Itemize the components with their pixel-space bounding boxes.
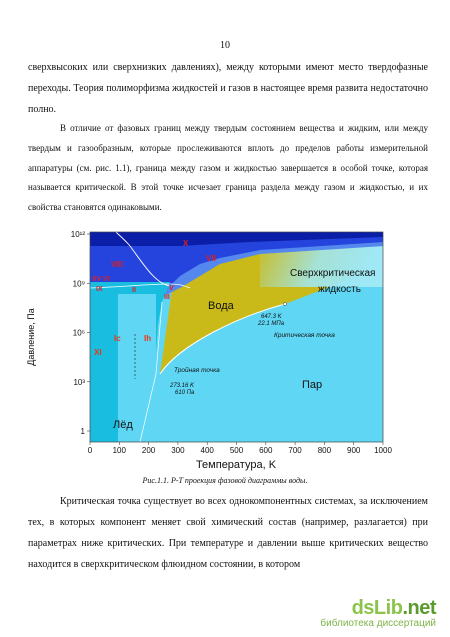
watermark-logo: dsLib.net xyxy=(351,597,437,619)
vapor-label: Пар xyxy=(302,379,322,391)
y-tick-label: 1 xyxy=(81,427,86,436)
y-tick-label: 10⁹ xyxy=(73,279,85,288)
x-tick-label: 300 xyxy=(171,446,185,455)
watermark: dsLib.net библиотека диссертаций xyxy=(320,597,436,629)
ice-label: Лёд xyxy=(113,419,133,431)
phase-label-viii: VIII xyxy=(111,260,123,269)
phase-label-ih: Ih xyxy=(144,334,151,343)
phase-label-ic: Ic xyxy=(114,334,121,343)
supercritical-label: Сверхкритическая жидкость xyxy=(290,268,375,295)
phase-boundary-curve xyxy=(115,232,171,287)
ice-ih-region xyxy=(118,294,156,442)
phase-boundary-ix xyxy=(90,283,191,289)
critical-point-marker xyxy=(283,302,287,306)
triple-point-label: Тройная точка xyxy=(174,366,220,374)
watermark-tagline: библиотека диссертаций xyxy=(320,618,436,629)
x-axis-label: Температура, K xyxy=(196,459,277,471)
phase-label-v: V xyxy=(169,285,174,292)
y-axis-label: Давление, Па xyxy=(26,308,36,365)
paragraph-continued: сверхвысоких или сверхнизких давлениях),… xyxy=(28,62,428,115)
y-tick-label: 10³ xyxy=(73,378,85,387)
y-tick-label: 10¹² xyxy=(71,230,86,239)
triple-point-values: 273.16 K 610 Па xyxy=(169,383,195,396)
x-tick-label: 900 xyxy=(347,446,361,455)
phase-label-xi: XI xyxy=(94,348,102,357)
phase-diagram-chart: 0 100 200 300 400 500 600 700 800 900 1000 1 10³ 10⁶… xyxy=(26,230,392,471)
phase-label-ix: IX xyxy=(96,286,103,293)
high-pressure-top-band xyxy=(90,232,383,246)
x-tick-label: 200 xyxy=(142,446,156,455)
phase-label-iii: III xyxy=(164,294,170,301)
y-tick-label: 10⁶ xyxy=(73,329,85,338)
x-tick-label: 100 xyxy=(113,446,127,455)
phase-label-vii: VII xyxy=(206,254,216,263)
water-label: Вода xyxy=(208,300,235,312)
x-tick-label: 400 xyxy=(201,446,215,455)
x-tick-label: 0 xyxy=(88,446,93,455)
paragraph-critical-point-existence: Критическая точка существует во всех одн… xyxy=(28,496,428,570)
critical-point-label: Критическая точка xyxy=(274,332,335,339)
phase-label-xv: XV xyxy=(92,276,102,283)
phase-label-x: X xyxy=(183,239,189,248)
critical-point-values: 647.3 K 22.1 МПа xyxy=(257,314,285,327)
x-tick-label: 1000 xyxy=(374,446,392,455)
x-tick-label: 700 xyxy=(288,446,302,455)
x-tick-label: 800 xyxy=(318,446,332,455)
figure-caption: Рис.1.1. P-T проекция фазовой диаграммы … xyxy=(142,476,308,485)
phase-label-ii: II xyxy=(132,287,136,294)
ice-vapor-boundary xyxy=(139,301,163,442)
x-tick-label: 600 xyxy=(259,446,273,455)
phase-diagram-figure: 0 100 200 300 400 500 600 700 800 900 1000 1 10³ 10⁶… xyxy=(20,224,430,472)
page-number: 10 xyxy=(220,40,230,51)
phase-label-vi: VI xyxy=(103,276,110,283)
liquid-vapor-boundary xyxy=(159,303,286,375)
paragraph-critical-point: В отличие от фазовых границ между тверды… xyxy=(28,123,428,213)
x-tick-label: 500 xyxy=(230,446,244,455)
